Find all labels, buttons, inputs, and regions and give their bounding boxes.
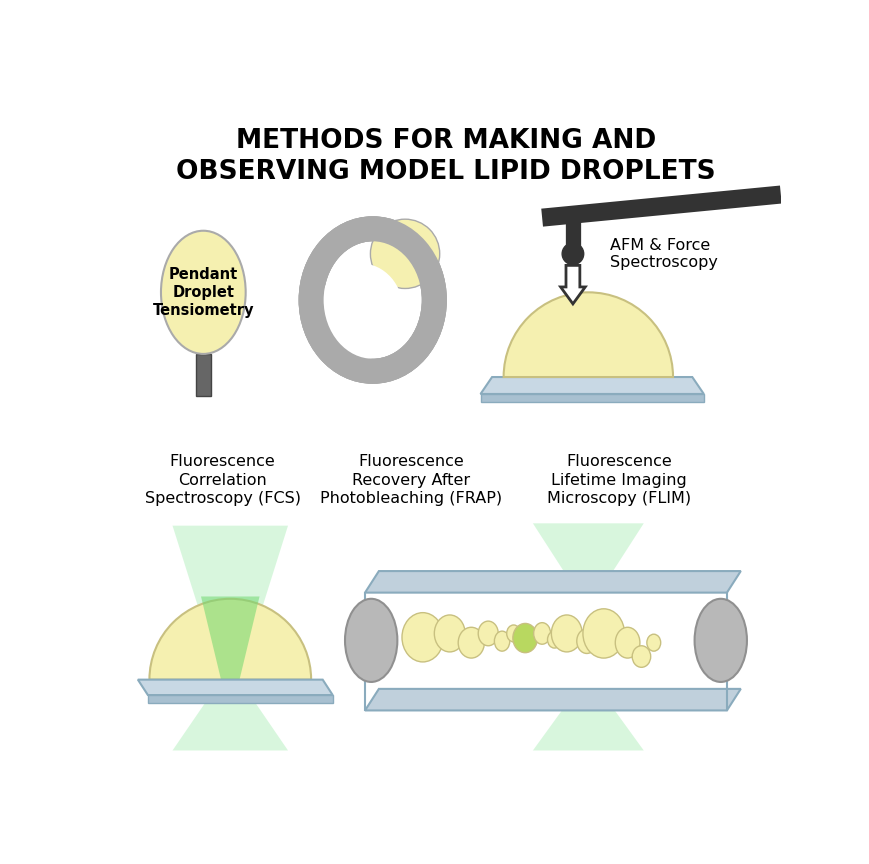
Ellipse shape [318,264,403,359]
Ellipse shape [345,599,397,682]
Ellipse shape [506,625,520,642]
Wedge shape [149,599,311,680]
Polygon shape [172,525,288,680]
Bar [196,354,211,397]
Ellipse shape [632,645,650,667]
Text: Pendant
Droplet
Tensiometry: Pendant Droplet Tensiometry [152,267,254,318]
FancyArrow shape [560,265,585,304]
Ellipse shape [401,613,443,662]
Text: Fluorescence
Recovery After
Photobleaching (FRAP): Fluorescence Recovery After Photobleachi… [320,454,501,506]
Ellipse shape [576,629,596,653]
Text: METHODS FOR MAKING AND
OBSERVING MODEL LIPID DROPLETS: METHODS FOR MAKING AND OBSERVING MODEL L… [176,128,715,185]
Polygon shape [201,596,259,680]
Ellipse shape [478,621,498,645]
Ellipse shape [370,219,439,289]
Polygon shape [172,680,288,751]
Ellipse shape [325,243,420,358]
Ellipse shape [458,627,484,658]
Ellipse shape [296,214,448,386]
Ellipse shape [582,609,624,658]
Polygon shape [148,695,332,702]
Ellipse shape [647,634,660,651]
Ellipse shape [161,231,245,354]
Ellipse shape [370,219,439,289]
Polygon shape [533,524,643,593]
Ellipse shape [693,599,746,682]
Ellipse shape [494,631,509,651]
Text: Fluorescence
Correlation
Spectroscopy (FCS): Fluorescence Correlation Spectroscopy (F… [144,454,300,506]
Ellipse shape [533,623,550,645]
Ellipse shape [370,219,439,289]
Polygon shape [137,680,332,695]
Ellipse shape [513,624,537,652]
Ellipse shape [561,243,583,264]
Text: Fluorescence
Lifetime Imaging
Microscopy (FLIM): Fluorescence Lifetime Imaging Microscopy… [547,454,690,506]
Ellipse shape [434,615,465,652]
Polygon shape [533,689,643,751]
Wedge shape [503,292,673,377]
Polygon shape [480,394,703,402]
Ellipse shape [614,627,640,658]
Ellipse shape [547,631,561,648]
Ellipse shape [551,615,581,652]
Polygon shape [365,689,740,710]
Ellipse shape [311,229,434,372]
Polygon shape [480,377,703,394]
Polygon shape [365,571,740,593]
Text: AFM & Force
Spectroscopy: AFM & Force Spectroscopy [609,238,717,270]
